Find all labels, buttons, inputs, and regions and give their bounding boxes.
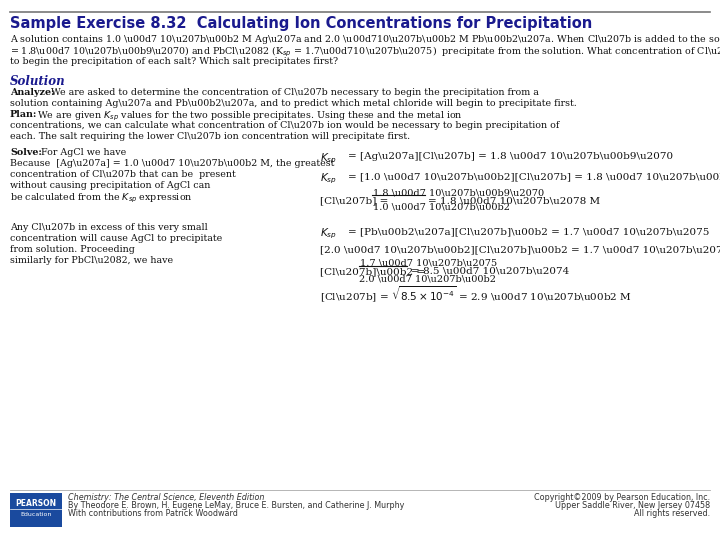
- Text: solution containing Ag\u207a and Pb\u00b2\u207a, and to predict which metal chlo: solution containing Ag\u207a and Pb\u00b…: [10, 99, 577, 108]
- Text: PEARSON: PEARSON: [15, 498, 57, 508]
- Text: Any Cl\u207b in excess of this very small: Any Cl\u207b in excess of this very smal…: [10, 223, 208, 232]
- Text: Education: Education: [20, 511, 52, 516]
- Bar: [10, 493, 62, 527]
- Text: be calculated from the $K_{sp}$ expression: be calculated from the $K_{sp}$ expressi…: [10, 192, 193, 205]
- Text: from solution. Proceeding: from solution. Proceeding: [10, 245, 135, 254]
- Text: We are given $K_{sp}$ values for the two possible precipitates. Using these and : We are given $K_{sp}$ values for the two…: [37, 110, 463, 123]
- Text: [Cl\u207b] = $\sqrt{8.5 \times 10^{-4}}$ = 2.9 \u00d7 10\u207b\u00b2 M: [Cl\u207b] = $\sqrt{8.5 \times 10^{-4}}$…: [320, 285, 631, 305]
- Text: 1.0 \u00d7 10\u207b\u00b2: 1.0 \u00d7 10\u207b\u00b2: [373, 203, 510, 212]
- Text: [Cl\u207b] =: [Cl\u207b] =: [320, 196, 388, 205]
- Text: We are asked to determine the concentration of Cl\u207b necessary to begin the p: We are asked to determine the concentrat…: [51, 88, 539, 97]
- Text: 2.0 \u00d7 10\u207b\u00b2: 2.0 \u00d7 10\u207b\u00b2: [359, 274, 496, 283]
- Text: = 1.8\u00d7 10\u207b\u00b9\u2070) and PbCl\u2082 (K$_{sp}$ = 1.7\u00d710\u207b\u: = 1.8\u00d7 10\u207b\u00b9\u2070) and Pb…: [10, 45, 720, 59]
- Text: Analyze:: Analyze:: [10, 88, 55, 97]
- Text: = [Ag\u207a][Cl\u207b] = 1.8 \u00d7 10\u207b\u00b9\u2070: = [Ag\u207a][Cl\u207b] = 1.8 \u00d7 10\u…: [348, 152, 673, 161]
- Text: $K_{sp}$: $K_{sp}$: [320, 152, 337, 166]
- Text: Solve:: Solve:: [10, 148, 42, 157]
- Text: All rights reserved.: All rights reserved.: [634, 509, 710, 518]
- Text: concentration will cause AgCl to precipitate: concentration will cause AgCl to precipi…: [10, 234, 222, 243]
- Text: Copyright©2009 by Pearson Education, Inc.: Copyright©2009 by Pearson Education, Inc…: [534, 493, 710, 502]
- Text: 1.8 \u00d7 10\u207b\u00b9\u2070: 1.8 \u00d7 10\u207b\u00b9\u2070: [373, 188, 544, 197]
- Text: Chemistry: The Central Science, Eleventh Edition: Chemistry: The Central Science, Eleventh…: [68, 493, 264, 502]
- Text: For AgCl we have: For AgCl we have: [41, 148, 126, 157]
- Text: A solution contains 1.0 \u00d7 10\u207b\u00b2 M Ag\u207a and 2.0 \u00d710\u207b\: A solution contains 1.0 \u00d7 10\u207b\…: [10, 33, 720, 47]
- Text: concentration of Cl\u207b that can be  present: concentration of Cl\u207b that can be pr…: [10, 170, 235, 179]
- Text: = 1.8 \u00d7 10\u207b\u2078 M: = 1.8 \u00d7 10\u207b\u2078 M: [428, 196, 600, 205]
- Text: $K_{sp}$: $K_{sp}$: [320, 227, 337, 241]
- Text: [2.0 \u00d7 10\u207b\u00b2][Cl\u207b]\u00b2 = 1.7 \u00d7 10\u207b\u2075: [2.0 \u00d7 10\u207b\u00b2][Cl\u207b]\u0…: [320, 245, 720, 254]
- Text: without causing precipitation of AgCl can: without causing precipitation of AgCl ca…: [10, 181, 210, 190]
- Text: to begin the precipitation of each salt? Which salt precipitates first?: to begin the precipitation of each salt?…: [10, 57, 338, 66]
- Text: [Cl\u207b]\u00b2 =: [Cl\u207b]\u00b2 =: [320, 267, 425, 276]
- Text: Plan:: Plan:: [10, 110, 37, 119]
- Text: = [Pb\u00b2\u207a][Cl\u207b]\u00b2 = 1.7 \u00d7 10\u207b\u2075: = [Pb\u00b2\u207a][Cl\u207b]\u00b2 = 1.7…: [348, 227, 709, 236]
- Text: $K_{sp}$: $K_{sp}$: [320, 172, 337, 186]
- Text: Upper Saddle River, New Jersey 07458: Upper Saddle River, New Jersey 07458: [555, 501, 710, 510]
- Text: Because  [Ag\u207a] = 1.0 \u00d7 10\u207b\u00b2 M, the greatest: Because [Ag\u207a] = 1.0 \u00d7 10\u207b…: [10, 159, 334, 168]
- Text: similarly for PbCl\u2082, we have: similarly for PbCl\u2082, we have: [10, 256, 173, 265]
- Text: Sample Exercise 8.32  Calculating Ion Concentrations for Precipitation: Sample Exercise 8.32 Calculating Ion Con…: [10, 16, 593, 31]
- Text: = 8.5 \u00d7 10\u207b\u2074: = 8.5 \u00d7 10\u207b\u2074: [411, 267, 570, 276]
- Text: 1.7 \u00d7 10\u207b\u2075: 1.7 \u00d7 10\u207b\u2075: [360, 259, 497, 268]
- Text: each. The salt requiring the lower Cl\u207b ion concentration will precipitate f: each. The salt requiring the lower Cl\u2…: [10, 132, 410, 141]
- Text: With contributions from Patrick Woodward: With contributions from Patrick Woodward: [68, 509, 238, 518]
- Text: = [1.0 \u00d7 10\u207b\u00b2][Cl\u207b] = 1.8 \u00d7 10\u207b\u00b9\u2070: = [1.0 \u00d7 10\u207b\u00b2][Cl\u207b] …: [348, 172, 720, 181]
- Text: Solution: Solution: [10, 75, 66, 88]
- Text: concentrations, we can calculate what concentration of Cl\u207b ion would be nec: concentrations, we can calculate what co…: [10, 121, 559, 130]
- Text: By Theodore E. Brown, H. Eugene LeMay, Bruce E. Bursten, and Catherine J. Murphy: By Theodore E. Brown, H. Eugene LeMay, B…: [68, 501, 405, 510]
